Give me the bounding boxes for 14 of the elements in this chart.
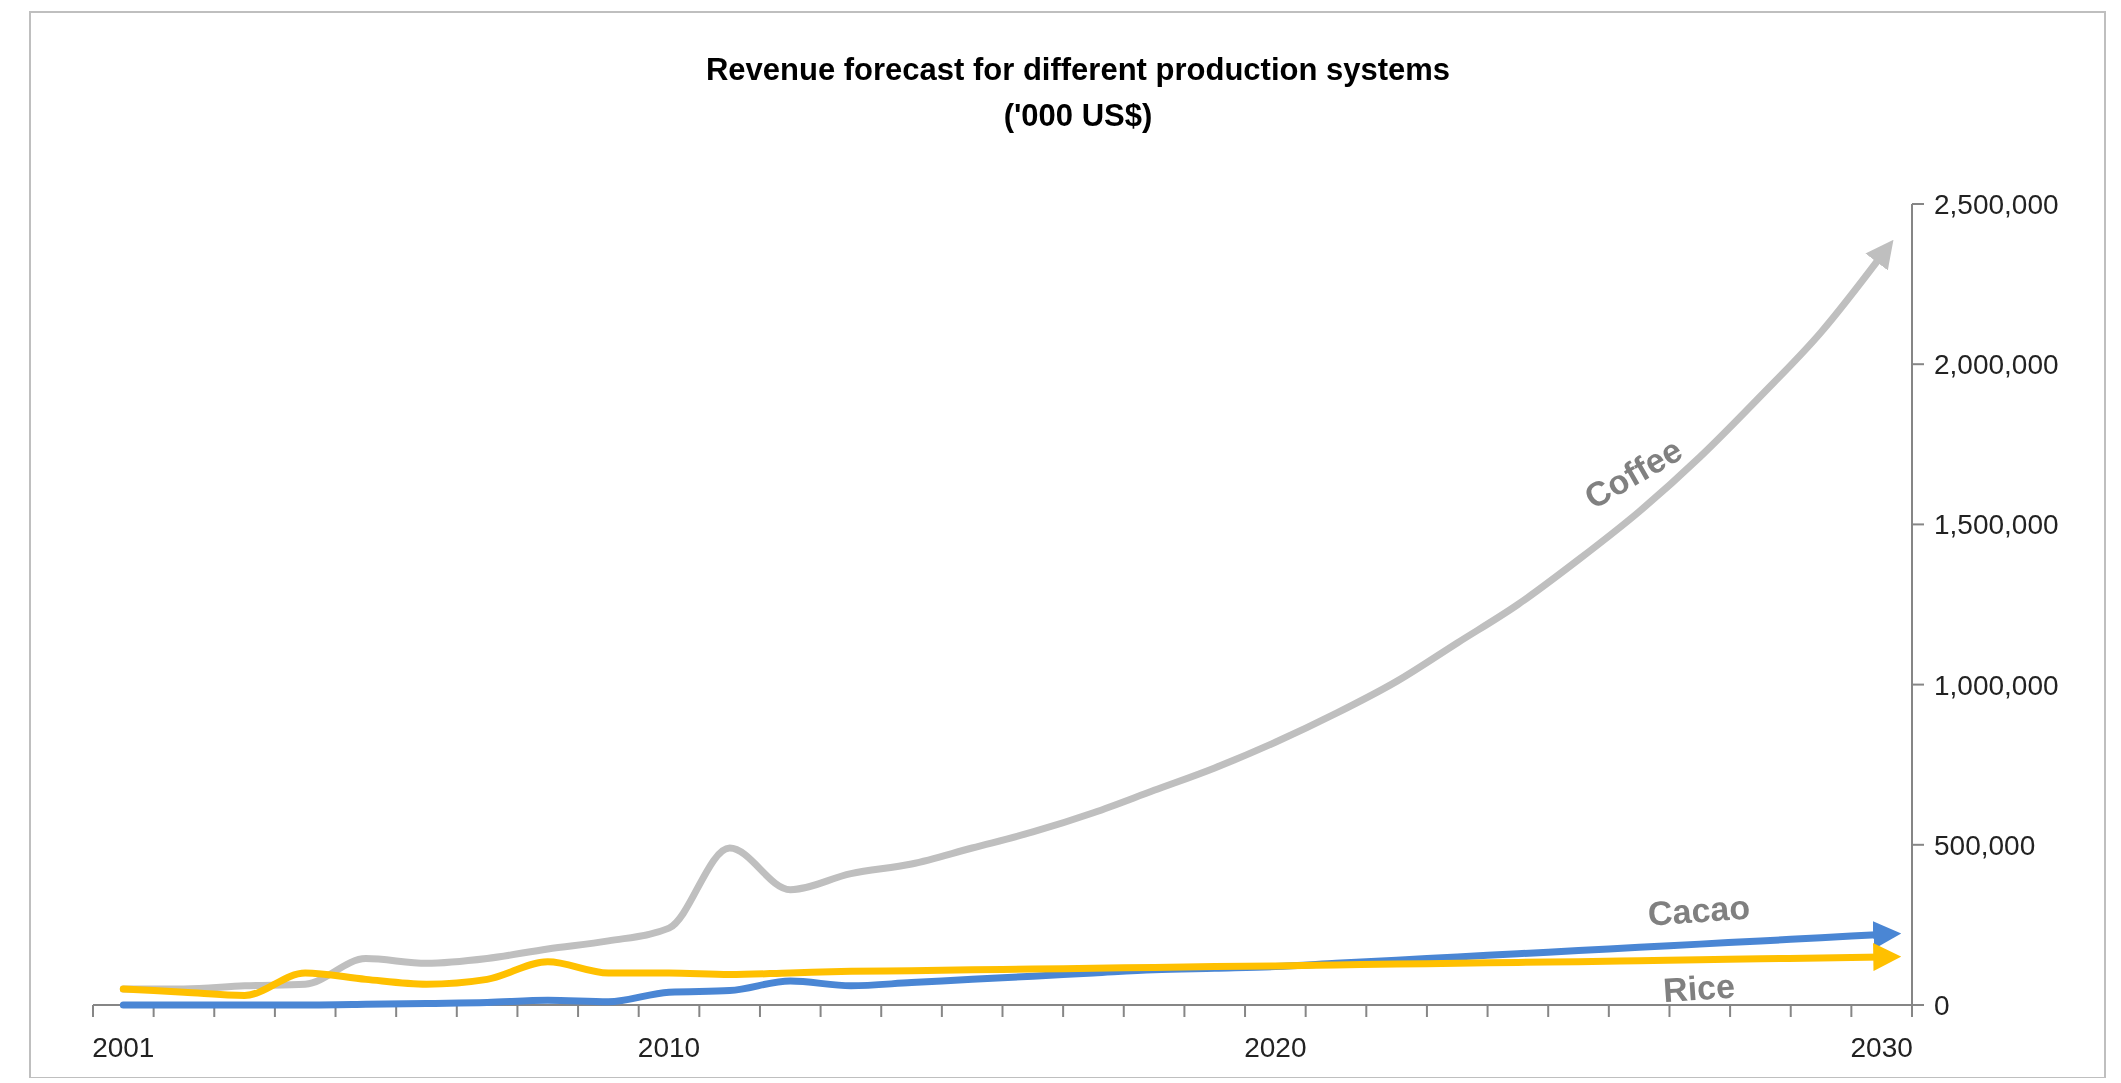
y-tick-label: 1,500,000: [1934, 509, 2059, 541]
y-tick-label: 500,000: [1934, 829, 2036, 861]
series-label: Rice: [1661, 966, 1737, 1010]
x-tick-label: 2001: [92, 1032, 155, 1063]
y-tick-label: 2,500,000: [1934, 189, 2059, 220]
x-tick-label: 2020: [1244, 1032, 1307, 1063]
y-tick-label: 1,000,000: [1934, 669, 2059, 701]
x-tick-label: 2030: [1850, 1032, 1913, 1063]
series-label: Cacao: [1646, 887, 1752, 933]
y-tick-label: 0: [1934, 990, 1950, 1021]
chart-subtitle: ('000 US$): [1003, 98, 1153, 133]
chart-title: Revenue forecast for different production systems: [705, 52, 1451, 87]
x-tick-label: 2010: [637, 1032, 701, 1063]
y-tick-label: 2,000,000: [1934, 349, 2059, 381]
